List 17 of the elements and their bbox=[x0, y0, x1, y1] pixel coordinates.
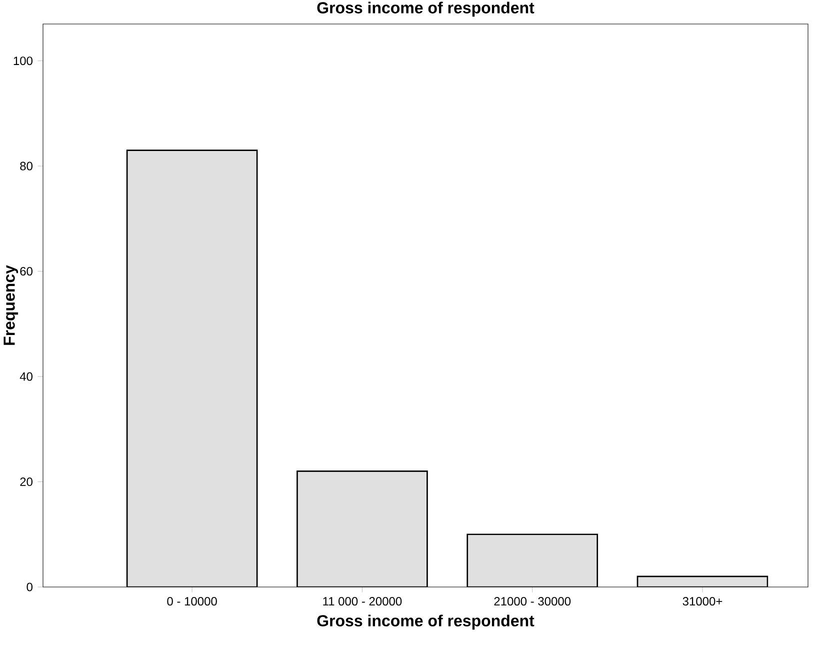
x-axis-title: Gross income of respondent bbox=[317, 614, 534, 630]
bar bbox=[127, 150, 258, 587]
chart-title: Gross income of respondent bbox=[317, 2, 534, 17]
bar bbox=[466, 534, 598, 587]
bar bbox=[296, 470, 428, 587]
x-tick-label: 0 - 10000 bbox=[167, 597, 217, 606]
x-tick-label: 11 000 - 20000 bbox=[323, 597, 402, 606]
x-tick-label: 31000+ bbox=[682, 597, 722, 606]
y-tick-label: 80 bbox=[20, 162, 32, 170]
y-axis-title: Frequency bbox=[4, 265, 18, 345]
y-tick-label: 20 bbox=[20, 478, 32, 486]
y-tick-label: 100 bbox=[14, 56, 32, 66]
x-tick-label: 21000 - 30000 bbox=[494, 597, 571, 606]
bar bbox=[636, 576, 768, 587]
y-tick-label: 60 bbox=[20, 267, 32, 276]
y-tick-label: 0 bbox=[26, 582, 32, 592]
y-tick-label: 40 bbox=[20, 372, 32, 381]
